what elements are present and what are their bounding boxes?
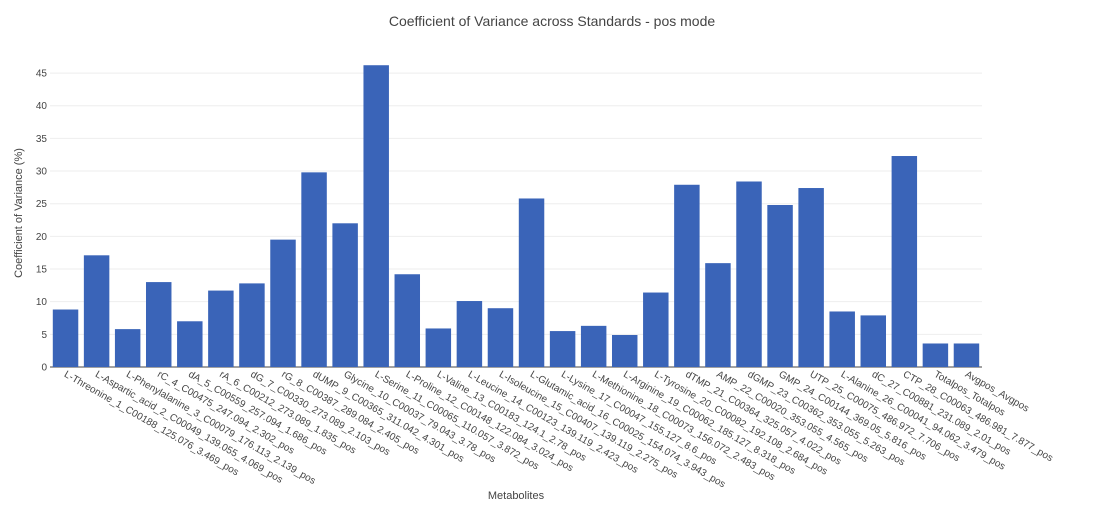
bar[interactable] [270,239,296,367]
bar[interactable] [487,308,514,367]
x-tick-labels: L-Threonine_1_C00188_125.076_3.469_posL-… [62,369,1055,490]
y-tick-label: 10 [36,297,48,308]
bar[interactable] [674,184,700,367]
bar[interactable] [456,301,483,367]
bar[interactable] [829,311,855,367]
y-tick-label: 35 [36,134,48,145]
bar[interactable] [860,315,887,367]
bar[interactable] [83,255,110,367]
bar[interactable] [580,325,607,367]
bar[interactable] [611,334,638,367]
bar[interactable] [922,343,949,367]
y-tick-label: 30 [36,167,48,178]
y-tick-label: 25 [36,199,48,210]
bars [52,65,980,368]
bar[interactable] [425,328,452,367]
bar[interactable] [114,329,141,367]
bar[interactable] [52,309,79,367]
bar[interactable] [549,331,576,367]
bar[interactable] [394,274,421,367]
y-tick-label: 20 [36,232,48,243]
bar[interactable] [332,223,358,367]
x-axis-title: Metabolites [488,490,545,502]
y-tick-label: 40 [36,101,48,112]
bar[interactable] [208,290,234,367]
bar[interactable] [953,343,980,367]
y-tick-label: 5 [41,330,47,341]
bar[interactable] [767,205,793,367]
bar[interactable] [363,65,389,368]
gridlines [50,72,982,368]
y-tick-labels: 0 5 10 15 20 25 30 35 40 45 [36,69,48,374]
bar[interactable] [177,321,203,367]
bar[interactable] [643,292,669,367]
bar[interactable] [239,283,265,367]
y-axis-title: Coefficient of Variance (%) [13,148,25,278]
bar[interactable] [891,156,918,367]
y-tick-label: 45 [36,69,48,80]
bar[interactable] [145,282,172,367]
bar[interactable] [705,263,731,367]
bar[interactable] [518,198,545,367]
y-tick-label: 15 [36,265,48,276]
chart-title: Coefficient of Variance across Standards… [389,13,716,29]
bar[interactable] [736,181,762,367]
bar[interactable] [301,172,327,367]
y-tick-label: 0 [41,363,47,374]
bar[interactable] [798,188,824,367]
